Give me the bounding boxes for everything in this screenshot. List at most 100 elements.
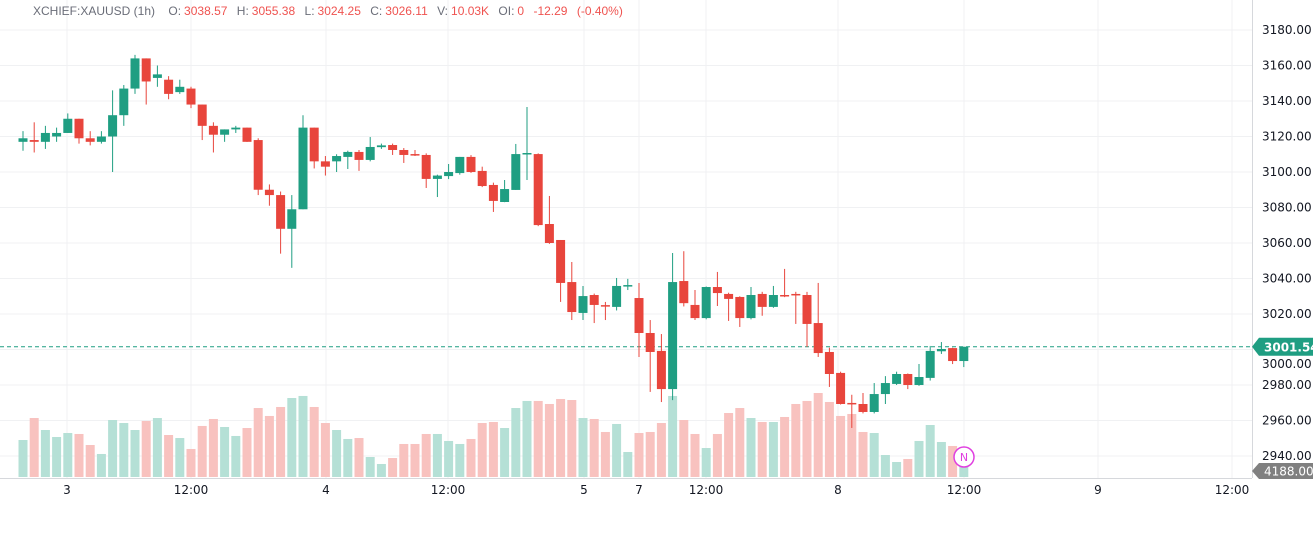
volume-bar	[735, 408, 745, 477]
volume-bar	[892, 461, 902, 477]
candle-down	[780, 295, 790, 297]
candle-down	[399, 149, 409, 155]
volume-bar	[522, 400, 532, 477]
candle-up	[959, 346, 969, 362]
candle-up	[578, 296, 588, 313]
volume-bar	[264, 415, 274, 477]
volume-bar	[813, 393, 823, 477]
volume-bar	[320, 423, 330, 477]
volume-bar	[847, 413, 857, 477]
volume-bar	[175, 438, 185, 477]
y-tick-label: 2960.00	[1262, 414, 1312, 428]
candle-up	[925, 350, 935, 378]
candle-down	[589, 295, 599, 305]
candle-up	[500, 189, 510, 202]
volume-bar	[141, 420, 151, 477]
news-marker-icon[interactable]	[953, 446, 975, 468]
close-label: C:	[370, 4, 383, 18]
volume-value: 10.03K	[451, 4, 490, 18]
candle-up	[343, 151, 353, 157]
last-price-label: 3001.54	[1264, 340, 1315, 354]
y-tick-label: 3060.00	[1262, 236, 1312, 250]
candle-down	[757, 293, 767, 307]
volume-bar	[936, 441, 946, 477]
y-tick-label: 3100.00	[1262, 165, 1312, 179]
candle-up	[298, 127, 308, 210]
y-tick-label: 2980.00	[1262, 378, 1312, 392]
symbol-label[interactable]: XCHIEF:XAUUSD (1h)	[33, 4, 156, 18]
high-value: 3055.38	[251, 4, 296, 18]
candle-down	[488, 184, 498, 201]
candle-down	[690, 304, 700, 319]
volume-bar	[544, 403, 554, 477]
change-value: -12.29	[533, 4, 568, 18]
candle-down	[29, 140, 39, 142]
x-tick-label: 9	[1094, 483, 1102, 497]
volume-bar	[85, 445, 95, 477]
x-tick-label: 4	[322, 483, 330, 497]
volume-bar	[108, 420, 118, 477]
volume-bar	[701, 448, 711, 477]
open-label: O:	[168, 4, 182, 18]
y-tick-label: 2940.00	[1262, 449, 1312, 463]
volume-bar	[668, 395, 678, 477]
volume-bar	[533, 400, 543, 477]
volume-bar	[880, 455, 890, 477]
volume-bar	[757, 421, 767, 477]
candle-up	[455, 156, 465, 174]
candle-up	[63, 118, 73, 133]
volume-bar	[556, 398, 566, 477]
candle-up	[332, 156, 342, 162]
volume-bar	[589, 418, 599, 477]
candle-down	[74, 118, 84, 139]
candle-up	[365, 146, 375, 160]
candle-down	[264, 189, 274, 196]
volume-bar	[724, 413, 734, 477]
candle-up	[880, 383, 890, 395]
candle-up	[130, 58, 140, 89]
volume-bar	[309, 406, 319, 477]
candle-down	[197, 104, 207, 126]
volume-bar	[18, 440, 28, 477]
volume-bar	[656, 423, 666, 477]
candle-down	[242, 127, 252, 142]
volume-bar	[836, 415, 846, 477]
close-value: 3026.11	[385, 4, 428, 18]
candle-up	[376, 145, 386, 148]
change-percent: (-0.40%)	[576, 4, 623, 18]
volume-bar	[365, 456, 375, 477]
ohlc-legend: XCHIEF:XAUUSD (1h) O: 3038.57 H: 3055.38 L…	[33, 4, 629, 18]
candle-up	[18, 138, 28, 142]
y-tick-label: 3140.00	[1262, 94, 1312, 108]
candle-up	[668, 282, 678, 390]
candle-down	[903, 373, 913, 385]
candle-down	[466, 156, 476, 172]
candle-down	[724, 293, 734, 299]
y-tick-label: 3040.00	[1262, 272, 1312, 286]
x-tick-label: 12:00	[1215, 483, 1250, 497]
volume-bar	[208, 418, 218, 477]
candle-down	[634, 298, 644, 333]
volume-bar	[388, 458, 398, 477]
last-price-tag	[1252, 337, 1313, 356]
volume-bar	[511, 408, 521, 477]
x-tick-label: 8	[834, 483, 842, 497]
candle-up	[175, 86, 185, 93]
volume-bar	[376, 463, 386, 477]
volume-bar	[712, 433, 722, 477]
candle-down	[477, 170, 487, 187]
volume-bar	[634, 433, 644, 477]
volume-bar	[164, 435, 174, 477]
volume-bar	[421, 433, 431, 477]
candle-down	[600, 305, 610, 307]
last-volume-tag	[1252, 463, 1313, 479]
y-tick-label: 3180.00	[1262, 23, 1312, 37]
candle-down	[645, 332, 655, 352]
volume-bar	[242, 428, 252, 477]
y-tick-label: 3120.00	[1262, 130, 1312, 144]
x-tick-label: 12:00	[947, 483, 982, 497]
volume-bar	[925, 425, 935, 477]
candle-down	[791, 293, 801, 296]
y-tick-label: 3080.00	[1262, 201, 1312, 215]
